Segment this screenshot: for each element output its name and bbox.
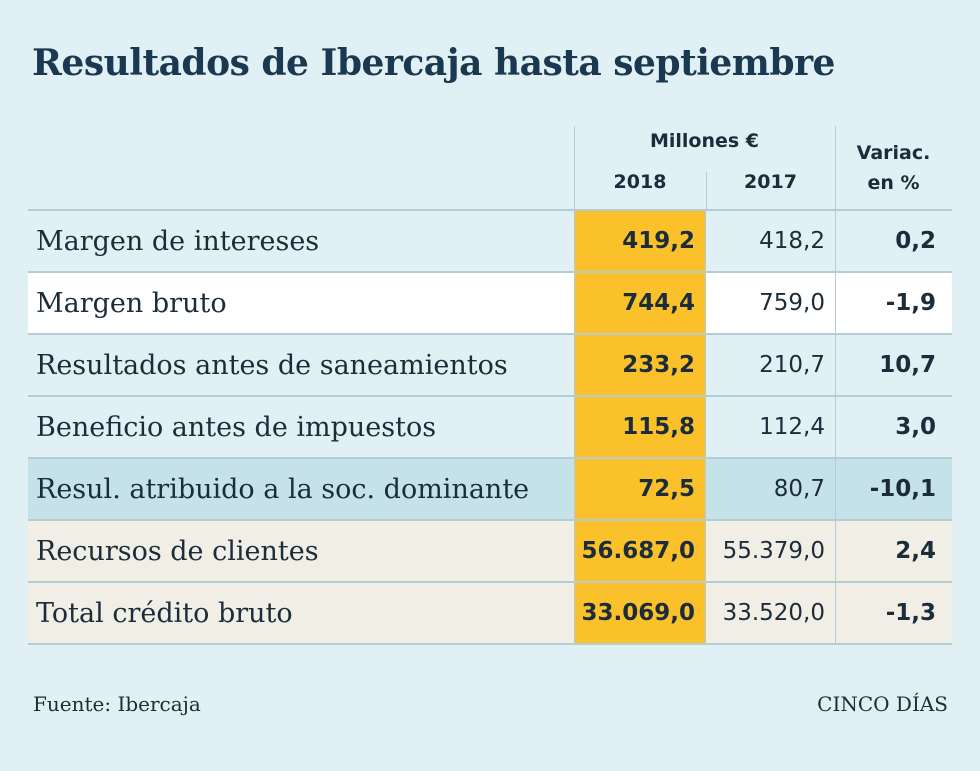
value-2018: 115,8 [574,397,706,457]
header-2017: 2017 [744,171,797,193]
value-variation: 2,4 [835,521,952,581]
table-row: Resultados antes de saneamientos 233,2 210… [28,333,952,395]
header-en-pct: en % [867,172,920,194]
value-2018: 56.687,0 [574,521,706,581]
value-2018: 233,2 [574,335,706,395]
value-2018: 744,4 [574,273,706,333]
header-subdivider [706,172,707,209]
value-2018: 33.069,0 [574,583,706,643]
row-label: Beneficio antes de impuestos [36,411,437,443]
row-label: Total crédito bruto [36,597,293,629]
source-note: Fuente: Ibercaja [33,692,201,716]
row-label: Resul. atribuido a la soc. dominante [36,473,530,505]
table-row: Margen bruto 744,4 759,0 -1,9 [28,271,952,333]
header-divider [835,126,836,209]
value-variation: 0,2 [835,211,952,271]
value-variation: -1,9 [835,273,952,333]
table-row: Margen de intereses 419,2 418,2 0,2 [28,209,952,271]
value-2018: 419,2 [574,211,706,271]
header-2018: 2018 [613,171,667,193]
value-2017: 210,7 [759,352,825,378]
chart-title: Resultados de Ibercaja hasta septiembre [32,42,835,84]
table-body: Margen de intereses 419,2 418,2 0,2 Margen b… [28,209,952,645]
row-label: Recursos de clientes [36,535,319,567]
value-2017: 759,0 [759,290,825,316]
header-millones: Millones € [649,130,760,152]
value-variation: 3,0 [835,397,952,457]
value-2017: 80,7 [773,476,825,502]
header-divider [574,126,575,209]
row-label: Margen bruto [36,287,227,319]
value-2017: 33.520,0 [722,600,825,626]
table-row: Resul. atribuido a la soc. dominante 72,5… [28,457,952,519]
value-2017: 55.379,0 [722,538,825,564]
value-2017: 418,2 [759,228,825,254]
table-row: Total crédito bruto 33.069,0 33.520,0 -1,3 [28,581,952,645]
value-2018: 72,5 [574,459,706,519]
table-row: Recursos de clientes 56.687,0 55.379,0 2,4 [28,519,952,581]
row-label: Resultados antes de saneamientos [36,349,508,381]
value-variation: -10,1 [835,459,952,519]
row-label: Margen de intereses [36,225,320,257]
table-header: Millones € 2018 2017 Variac. en % [28,126,952,209]
brand-logo: CINCO DÍAS [817,692,948,716]
table-row: Beneficio antes de impuestos 115,8 112,4 3,… [28,395,952,457]
value-2017: 112,4 [759,414,825,440]
results-table: Millones € 2018 2017 Variac. en % Margen… [28,126,952,645]
value-variation: -1,3 [835,583,952,643]
value-variation: 10,7 [835,335,952,395]
header-variac: Variac. [856,142,931,164]
